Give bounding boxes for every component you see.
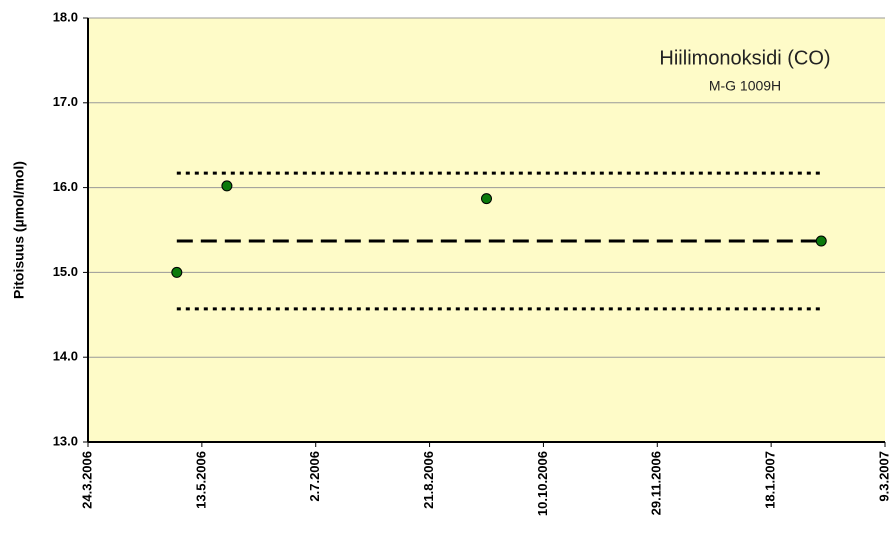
y-tick-label: 13.0 — [53, 433, 78, 448]
y-tick-label: 16.0 — [53, 179, 78, 194]
chart-subtitle: M-G 1009H — [709, 78, 781, 94]
x-tick-label: 2.7.2006 — [307, 451, 322, 502]
plot-area — [88, 18, 885, 442]
y-tick-label: 17.0 — [53, 94, 78, 109]
data-point — [481, 193, 492, 205]
y-axis-label: Pitoisuus (µmol/mol) — [11, 161, 27, 299]
x-tick-label: 10.10.2006 — [535, 451, 550, 516]
chart-title: Hiilimonoksidi (CO) — [659, 47, 830, 69]
x-tick-label: 21.8.2006 — [421, 451, 436, 509]
y-tick-label: 14.0 — [53, 349, 78, 364]
data-point — [221, 180, 233, 192]
x-tick-label: 13.5.2006 — [193, 451, 208, 509]
x-tick-label: 24.3.2006 — [79, 451, 94, 509]
y-tick-label: 15.0 — [53, 264, 78, 279]
x-tick-label: 9.3.2007 — [876, 451, 891, 502]
data-point — [171, 266, 183, 278]
x-tick-label: 29.11.2006 — [649, 451, 664, 515]
x-tick-label: 18.1.2007 — [763, 451, 778, 509]
y-tick-label: 18.0 — [53, 9, 78, 24]
data-point — [815, 235, 827, 247]
